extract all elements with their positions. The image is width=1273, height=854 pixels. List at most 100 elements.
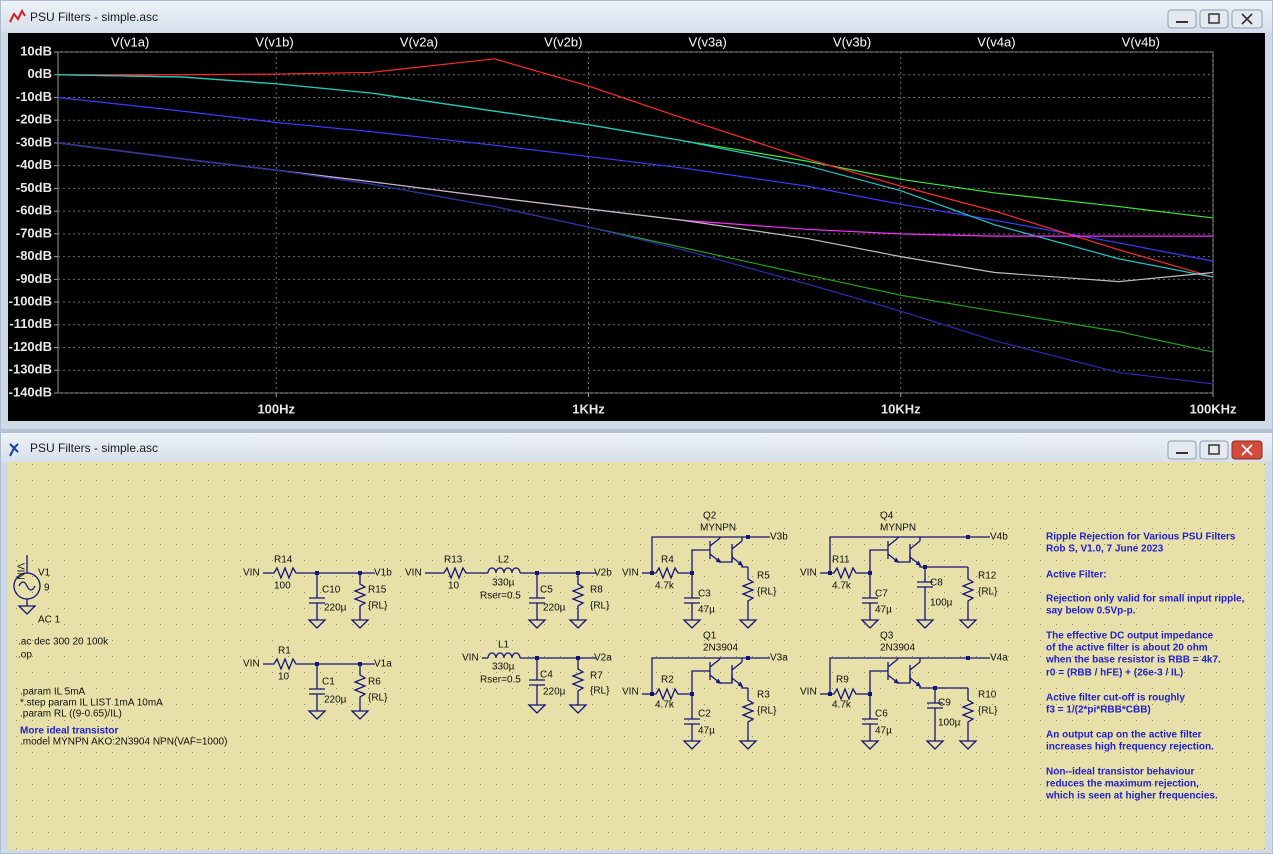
- y-tick-label: -70dB: [16, 225, 52, 240]
- schematic-label: V4b: [990, 532, 1008, 543]
- schematic-label: 4.7k: [832, 700, 852, 711]
- schematic-label: 9: [44, 583, 50, 594]
- schematic-label: C2: [698, 709, 711, 720]
- schematic-label: 10: [448, 581, 460, 592]
- resistor: [961, 575, 975, 607]
- ground: [17, 605, 37, 615]
- legend-entry[interactable]: V(v4a): [977, 34, 1015, 49]
- schematic-label: Rser=0.5: [480, 675, 521, 686]
- schematic-label: {RL}: [757, 706, 777, 717]
- schematic-label: C6: [875, 709, 888, 720]
- resistor: [571, 580, 585, 612]
- ground: [307, 619, 327, 629]
- y-tick-label: -80dB: [16, 248, 52, 263]
- schematic-label: 2N3904: [880, 643, 915, 654]
- legend-entry[interactable]: V(v3b): [833, 34, 871, 49]
- ground: [738, 740, 758, 750]
- minimize-button[interactable]: [1167, 440, 1197, 460]
- comment: reduces the maximum rejection,: [1046, 779, 1199, 790]
- wire: [720, 553, 733, 563]
- junction: [746, 535, 750, 539]
- transistor: [887, 658, 900, 684]
- ground: [350, 710, 370, 720]
- schematic-label: C9: [938, 698, 951, 709]
- ground: [568, 704, 588, 714]
- schematic-label: V1b: [374, 568, 392, 579]
- ground: [568, 619, 588, 629]
- minimize-button[interactable]: [1167, 9, 1197, 29]
- title-bar: [1, 1, 1272, 32]
- spice-directive: .param IL 5mA: [20, 687, 86, 698]
- schematic-label: Q2: [703, 511, 717, 522]
- transistor: [709, 537, 722, 563]
- maximize-button[interactable]: [1199, 9, 1229, 29]
- maximize-button[interactable]: [1199, 440, 1229, 460]
- window-title: PSU Filters - simple.asc: [30, 10, 158, 24]
- schematic-label: V4a: [990, 653, 1008, 664]
- wire: [898, 553, 911, 563]
- legend-entry[interactable]: V(v2a): [400, 34, 438, 49]
- y-tick-label: -100dB: [9, 294, 52, 309]
- legend-entry[interactable]: V(v1b): [255, 34, 293, 49]
- x-tick-label: 100Hz: [257, 401, 295, 416]
- schematic-label: 330µ: [492, 578, 515, 589]
- comment: Ripple Rejection for Various PSU Filters: [1046, 532, 1236, 543]
- legend-entry[interactable]: V(v1a): [111, 34, 149, 49]
- schematic-label: {RL}: [590, 686, 610, 697]
- y-tick-label: -90dB: [16, 271, 52, 286]
- schematic-label: {RL}: [368, 601, 388, 612]
- ground: [958, 619, 978, 629]
- ground: [915, 619, 935, 629]
- comment: r0 = (RBB / hFE) + (26e-3 / IL): [1046, 668, 1183, 679]
- wire: [651, 657, 770, 694]
- wire: [741, 565, 748, 568]
- schematic-label: 330µ: [492, 662, 515, 673]
- schematic-label: {RL}: [590, 601, 610, 612]
- schematic-grid: [8, 462, 1265, 850]
- legend-entry[interactable]: V(v2b): [544, 34, 582, 49]
- plot: 10dB 0dB -10dB -20dB -30dB -40dB -50dB -60dB -70…: [9, 34, 1237, 416]
- y-tick-label: -30dB: [16, 134, 52, 149]
- schematic-label: VIN: [243, 568, 260, 579]
- resistor: [830, 687, 860, 701]
- schematic-label: 47µ: [875, 605, 892, 616]
- wire: [691, 549, 710, 573]
- schematic-label: C5: [540, 585, 553, 596]
- schematic-label: 10: [278, 672, 290, 683]
- schematic-label: MYNPN: [700, 523, 736, 534]
- plot-area: [8, 33, 1265, 421]
- schematic-label: VIN: [14, 563, 25, 580]
- resistor: [652, 687, 682, 701]
- y-tick-label: 10dB: [20, 43, 52, 58]
- x-tick-label: 100KHz: [1190, 401, 1237, 416]
- y-tick-label: -50dB: [16, 180, 52, 195]
- x-tick-label: 10KHz: [881, 401, 921, 416]
- legend-entry[interactable]: V(v4b): [1122, 34, 1160, 49]
- resistor: [961, 696, 975, 728]
- schematic-label: 100: [274, 581, 291, 592]
- schematic-label: 47µ: [698, 605, 715, 616]
- legend-entry[interactable]: V(v3a): [689, 34, 727, 49]
- resistor: [830, 566, 860, 580]
- schematic-label: VIN: [622, 687, 639, 698]
- ground: [958, 740, 978, 750]
- close-icon: [1241, 13, 1253, 25]
- schematic-label: VIN: [243, 659, 260, 670]
- schematic-label: VIN: [800, 687, 817, 698]
- schematic-label: VIN: [462, 653, 479, 664]
- schematic-label: R4: [661, 555, 674, 566]
- resistor: [741, 696, 755, 728]
- ground: [738, 619, 758, 629]
- schematic-label: 100µ: [938, 718, 961, 729]
- ground: [682, 619, 702, 629]
- spice-directive: *.step param IL LIST 1mA 10mA: [20, 698, 163, 709]
- schematic-label: VIN: [800, 568, 817, 579]
- schematic-label: C8: [930, 578, 943, 589]
- schematic-label: 47µ: [698, 726, 715, 737]
- y-tick-label: -60dB: [16, 203, 52, 218]
- wire: [869, 670, 888, 694]
- trace: [57, 96, 1214, 262]
- schematic-label: 100µ: [930, 598, 953, 609]
- ground: [860, 619, 880, 629]
- close-icon: [1241, 444, 1253, 456]
